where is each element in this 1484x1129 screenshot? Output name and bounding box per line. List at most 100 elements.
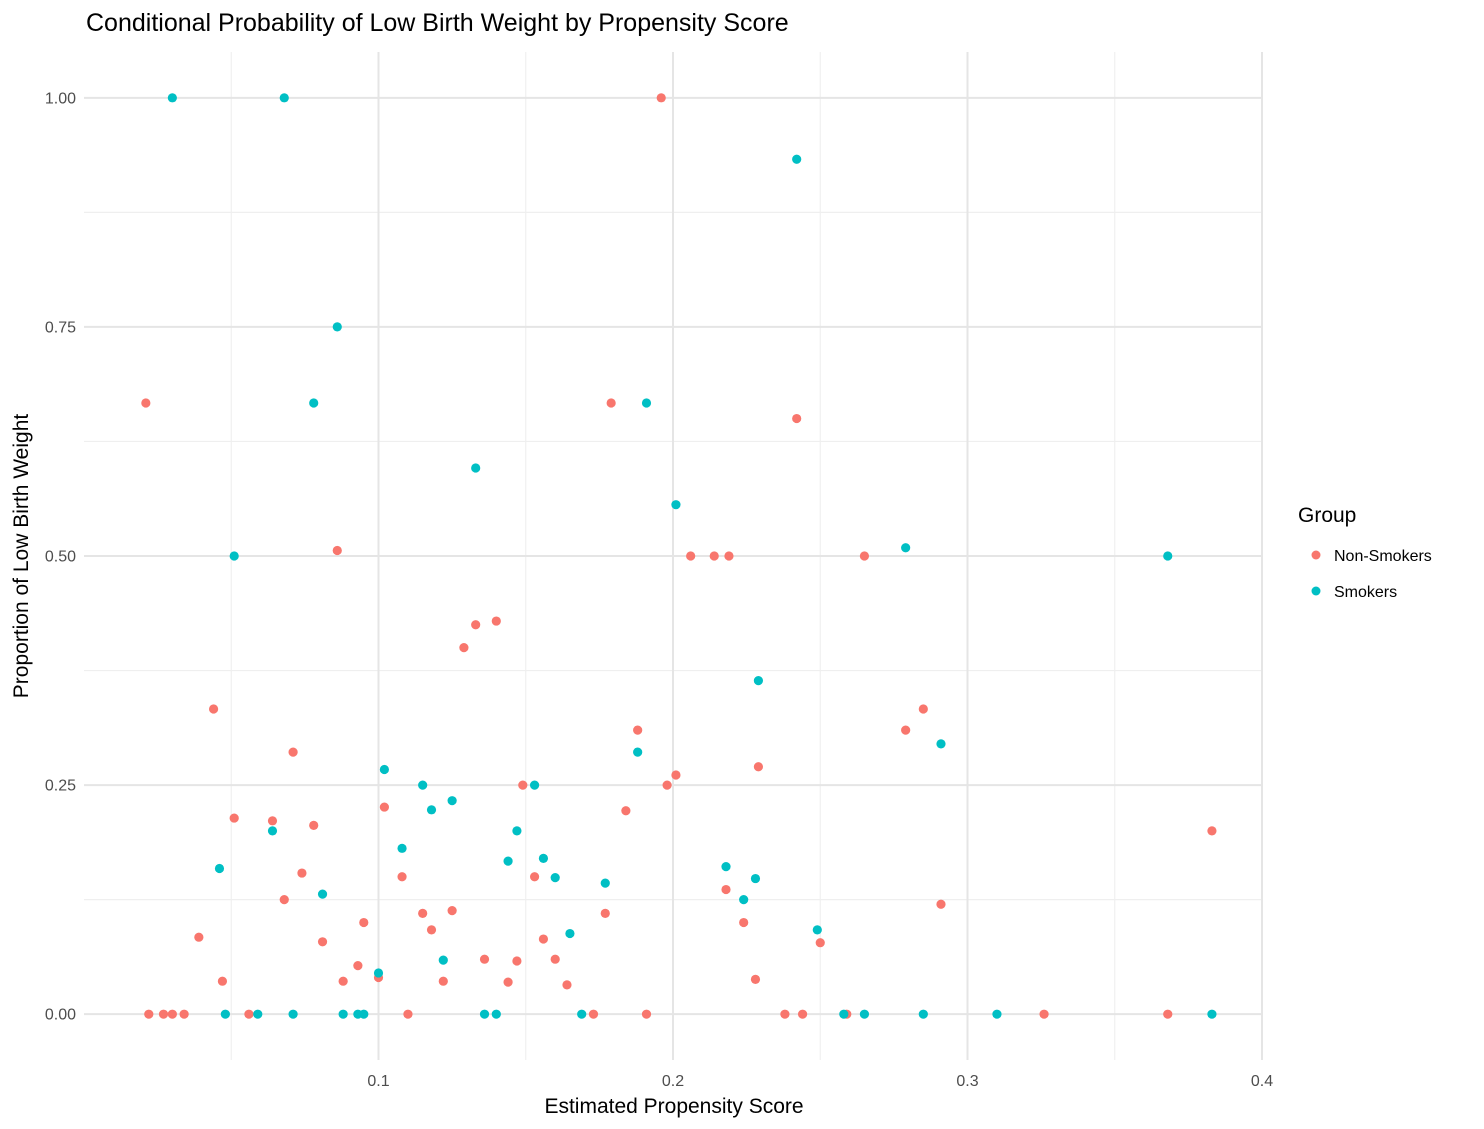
data-point-smokers bbox=[359, 1009, 369, 1019]
legend-label-smokers: Smokers bbox=[1334, 584, 1397, 601]
data-point-smokers bbox=[309, 398, 319, 408]
y-tick-label: 0.25 bbox=[45, 778, 76, 795]
axis-ticks: 0.1 0.2 0.3 0.4 0.00 0.25 0.50 0.75 1.00 bbox=[45, 90, 1273, 1090]
data-point-smokers bbox=[1163, 551, 1173, 561]
data-point-non-smokers bbox=[471, 620, 481, 630]
data-point-smokers bbox=[229, 551, 239, 561]
data-point-smokers bbox=[512, 826, 522, 836]
data-point-non-smokers bbox=[353, 961, 363, 971]
data-point-smokers bbox=[418, 780, 428, 790]
y-tick-label: 0.00 bbox=[45, 1007, 76, 1024]
legend-marker-non-smokers bbox=[1311, 550, 1321, 560]
data-point-non-smokers bbox=[662, 780, 672, 790]
data-points bbox=[141, 93, 1217, 1019]
data-point-non-smokers bbox=[550, 954, 560, 964]
data-point-smokers bbox=[167, 93, 177, 103]
data-point-non-smokers bbox=[606, 398, 616, 408]
data-point-non-smokers bbox=[724, 551, 734, 561]
data-point-non-smokers bbox=[459, 643, 469, 653]
data-point-non-smokers bbox=[859, 551, 870, 561]
data-point-non-smokers bbox=[918, 704, 928, 714]
data-point-non-smokers bbox=[217, 976, 228, 986]
data-point-smokers bbox=[753, 676, 764, 686]
data-point-non-smokers bbox=[426, 925, 437, 935]
data-point-non-smokers bbox=[379, 802, 389, 812]
data-point-non-smokers bbox=[936, 899, 946, 909]
data-point-smokers bbox=[721, 862, 731, 872]
data-point-non-smokers bbox=[621, 806, 631, 816]
data-point-non-smokers bbox=[479, 954, 490, 964]
data-point-smokers bbox=[491, 1009, 501, 1019]
data-point-smokers bbox=[859, 1009, 870, 1019]
y-tick-label: 1.00 bbox=[45, 90, 76, 107]
data-point-non-smokers bbox=[518, 780, 528, 790]
data-point-smokers bbox=[529, 780, 540, 790]
data-point-non-smokers bbox=[600, 908, 610, 918]
data-point-non-smokers bbox=[167, 1009, 177, 1019]
data-point-smokers bbox=[577, 1009, 587, 1019]
x-tick-label: 0.4 bbox=[1251, 1073, 1273, 1090]
data-point-non-smokers bbox=[633, 725, 643, 735]
data-point-smokers bbox=[992, 1009, 1002, 1019]
data-point-non-smokers bbox=[309, 820, 319, 831]
data-point-non-smokers bbox=[158, 1009, 169, 1019]
data-point-non-smokers bbox=[288, 747, 298, 757]
data-point-non-smokers bbox=[797, 1009, 808, 1019]
data-point-non-smokers bbox=[359, 917, 369, 928]
data-point-smokers bbox=[936, 739, 946, 749]
data-point-smokers bbox=[220, 1009, 230, 1019]
data-point-smokers bbox=[447, 796, 457, 806]
data-point-smokers bbox=[633, 747, 643, 757]
data-point-non-smokers bbox=[750, 974, 761, 984]
data-point-smokers bbox=[750, 873, 761, 884]
data-point-smokers bbox=[373, 968, 384, 978]
x-axis-title: Estimated Propensity Score bbox=[544, 1095, 803, 1118]
data-point-non-smokers bbox=[1039, 1009, 1049, 1019]
chart-title: Conditional Probability of Low Birth Wei… bbox=[86, 9, 789, 37]
data-point-non-smokers bbox=[1207, 826, 1217, 836]
data-point-smokers bbox=[503, 856, 513, 866]
data-point-non-smokers bbox=[279, 895, 289, 905]
x-tick-label: 0.1 bbox=[367, 1073, 389, 1090]
data-point-smokers bbox=[267, 826, 278, 836]
data-point-smokers bbox=[739, 895, 749, 905]
data-point-non-smokers bbox=[792, 413, 802, 424]
data-point-smokers bbox=[565, 928, 575, 939]
data-point-smokers bbox=[253, 1009, 263, 1019]
data-point-non-smokers bbox=[332, 545, 342, 556]
data-point-smokers bbox=[332, 322, 342, 332]
data-point-smokers bbox=[317, 889, 328, 899]
data-point-non-smokers bbox=[721, 884, 731, 895]
legend: Group Non-Smokers Smokers bbox=[1298, 504, 1432, 601]
data-point-non-smokers bbox=[244, 1009, 254, 1019]
grid bbox=[84, 52, 1263, 1060]
data-point-non-smokers bbox=[267, 816, 278, 826]
data-point-non-smokers bbox=[641, 1009, 652, 1019]
data-point-smokers bbox=[812, 925, 822, 935]
data-point-non-smokers bbox=[447, 906, 457, 916]
data-point-smokers bbox=[550, 873, 560, 883]
data-point-non-smokers bbox=[538, 934, 549, 944]
data-point-non-smokers bbox=[686, 551, 696, 561]
data-point-smokers bbox=[379, 764, 389, 775]
data-point-non-smokers bbox=[671, 770, 681, 780]
data-point-non-smokers bbox=[562, 980, 572, 990]
data-point-non-smokers bbox=[397, 872, 407, 882]
data-point-non-smokers bbox=[503, 977, 513, 987]
data-point-non-smokers bbox=[1163, 1009, 1173, 1019]
data-point-smokers bbox=[1207, 1009, 1217, 1019]
data-point-smokers bbox=[426, 805, 437, 815]
data-point-non-smokers bbox=[588, 1009, 599, 1019]
data-point-non-smokers bbox=[529, 872, 540, 882]
legend-label-non-smokers: Non-Smokers bbox=[1334, 548, 1432, 565]
data-point-non-smokers bbox=[229, 813, 239, 823]
data-point-smokers bbox=[839, 1009, 849, 1019]
data-point-non-smokers bbox=[780, 1009, 790, 1019]
y-axis-title: Proportion of Low Birth Weight bbox=[10, 414, 33, 699]
data-point-smokers bbox=[901, 543, 911, 553]
data-point-non-smokers bbox=[338, 976, 348, 986]
legend-title: Group bbox=[1298, 504, 1356, 527]
data-point-non-smokers bbox=[656, 93, 666, 103]
x-tick-label: 0.3 bbox=[956, 1073, 978, 1090]
